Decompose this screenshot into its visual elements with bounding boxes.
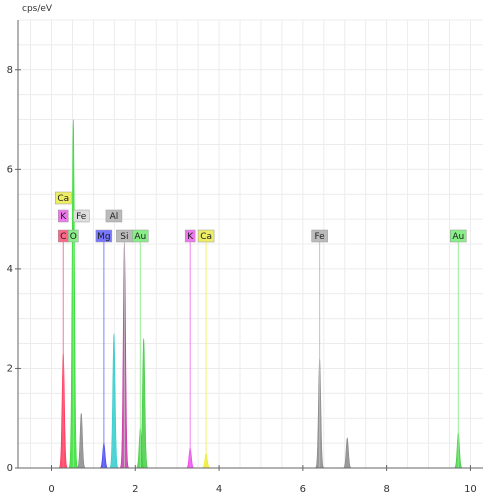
y-tick-label: 2 — [7, 363, 13, 374]
marker-label-si: Si — [120, 232, 128, 242]
marker-label-au: Au — [134, 232, 146, 242]
y-tick-label: 4 — [7, 264, 13, 275]
marker-label-fe: Fe — [315, 232, 326, 242]
axes: 0 2 4 6 8 0 2 4 6 8 10 — [7, 20, 483, 495]
grid — [18, 19, 483, 469]
marker-label-fe: Fe — [76, 212, 87, 222]
x-tick-label: 8 — [383, 484, 389, 495]
y-tick-label: 0 — [7, 463, 13, 474]
marker-label-box — [73, 209, 90, 223]
marker-label-au: Au — [452, 232, 464, 242]
marker-label-al: Al — [110, 212, 119, 222]
marker-label-o: O — [70, 232, 77, 242]
marker-label-mg: Mg — [97, 232, 110, 242]
y-tick-label: 8 — [7, 65, 13, 76]
marker-label-ca: Ca — [200, 232, 212, 242]
marker-label-box — [311, 229, 328, 243]
x-tick-label: 0 — [48, 484, 54, 495]
marker-label-box — [57, 209, 69, 223]
marker-label-box — [197, 229, 215, 243]
x-tick-label: 6 — [300, 484, 306, 495]
marker-label-box — [132, 229, 149, 243]
marker-label-box — [450, 229, 467, 243]
marker-label-box — [184, 229, 196, 243]
marker-label-box — [54, 191, 72, 205]
x-tick-label: 4 — [216, 484, 222, 495]
marker-label-k: K — [60, 212, 67, 222]
marker-label-box — [68, 229, 79, 243]
x-tick-label: 10 — [464, 484, 477, 495]
element-marker-lines — [62, 242, 459, 468]
marker-label-c: C — [60, 232, 66, 242]
marker-label-box — [95, 229, 113, 243]
y-tick-label: 6 — [7, 164, 13, 175]
marker-label-box — [105, 209, 123, 223]
marker-label-ca: Ca — [57, 194, 69, 204]
marker-label-k: K — [187, 232, 194, 242]
x-tick-label: 2 — [132, 484, 138, 495]
y-axis-unit-label: cps/eV — [22, 4, 53, 14]
